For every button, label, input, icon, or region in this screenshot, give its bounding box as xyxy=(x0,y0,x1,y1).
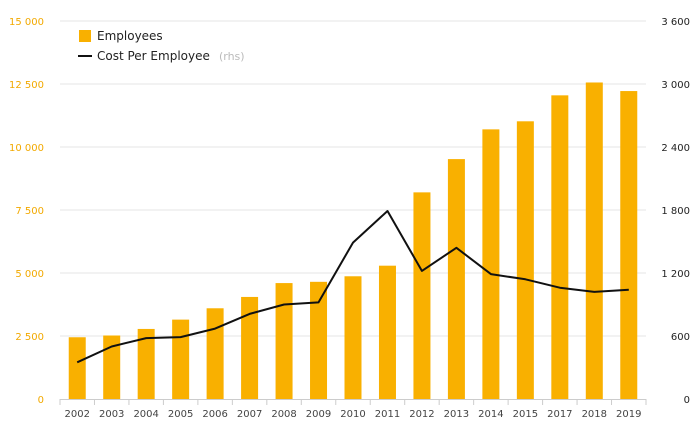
y-left-tick-label: 12 500 xyxy=(9,80,44,91)
bar-employees xyxy=(482,129,499,399)
x-tick-label: 2004 xyxy=(133,409,158,420)
x-tick-label: 2017 xyxy=(547,409,572,420)
bar-employees xyxy=(207,308,224,399)
y-left-tick-label: 5 000 xyxy=(15,269,44,280)
bar-employees xyxy=(69,337,86,399)
bar-employees xyxy=(448,159,465,399)
x-tick-label: 2007 xyxy=(237,409,262,420)
legend-swatch-employees xyxy=(79,30,91,42)
legend: Employees Cost Per Employee (rhs) xyxy=(78,29,245,64)
bars-layer xyxy=(69,82,638,399)
x-tick-label: 2005 xyxy=(168,409,193,420)
x-tick-label: 2014 xyxy=(478,409,503,420)
x-tick-label: 2011 xyxy=(375,409,400,420)
bar-employees xyxy=(620,91,637,399)
legend-label-employees: Employees xyxy=(97,29,163,43)
bar-employees xyxy=(413,192,430,399)
bar-employees xyxy=(172,320,189,399)
y-right-tick-label: 3 600 xyxy=(661,17,690,28)
x-tick-label: 2018 xyxy=(582,409,607,420)
bar-employees xyxy=(276,283,293,399)
x-tick-label: 2008 xyxy=(271,409,296,420)
y-right-tick-label: 1 800 xyxy=(661,206,690,217)
y-left-tick-label: 7 500 xyxy=(15,206,44,217)
x-tick-label: 2009 xyxy=(306,409,331,420)
y-right-tick-label: 600 xyxy=(671,332,690,343)
legend-rhs-suffix: (rhs) xyxy=(219,50,245,63)
x-tick-label: 2002 xyxy=(65,409,90,420)
x-tick-label: 2012 xyxy=(409,409,434,420)
y-left-tick-label: 2 500 xyxy=(15,332,44,343)
bar-employees xyxy=(551,95,568,399)
legend-label-cost-per-employee: Cost Per Employee xyxy=(97,49,210,63)
x-tick-label: 2006 xyxy=(202,409,227,420)
y-right-tick-label: 0 xyxy=(684,395,690,406)
x-tick-label: 2010 xyxy=(340,409,365,420)
y-right-tick-label: 2 400 xyxy=(661,143,690,154)
x-tick-label: 2019 xyxy=(616,409,641,420)
bar-employees xyxy=(379,266,396,399)
bar-employees xyxy=(310,282,327,399)
y-right-tick-label: 1 200 xyxy=(661,269,690,280)
bar-employees xyxy=(345,276,362,399)
x-tick-label: 2013 xyxy=(444,409,469,420)
y-left-tick-label: 0 xyxy=(38,395,44,406)
y-left-tick-label: 15 000 xyxy=(9,17,44,28)
bar-employees xyxy=(517,121,534,399)
x-tick-label: 2003 xyxy=(99,409,124,420)
y-left-tick-label: 10 000 xyxy=(9,143,44,154)
legend-label-cost-per-employee-group: Cost Per Employee (rhs) xyxy=(97,45,245,64)
bar-employees xyxy=(586,82,603,399)
x-tick-label: 2015 xyxy=(513,409,538,420)
y-right-tick-label: 3 000 xyxy=(661,80,690,91)
